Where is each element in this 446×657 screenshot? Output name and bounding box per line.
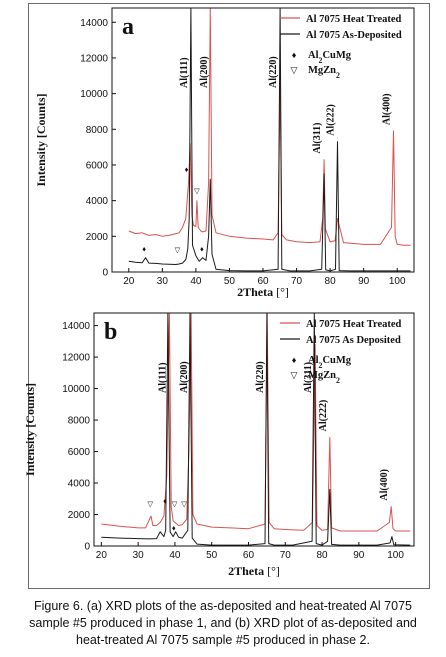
panel-b-series-heat-treated-line	[101, 313, 411, 532]
panel-a-y-tick-label: 8000	[86, 125, 109, 136]
panel-b-peak-label: Al(111)	[157, 362, 168, 393]
panel-a-x-tick-label: 80	[325, 276, 337, 287]
panel-b-x-axis-label: 2Theta [°]	[228, 564, 280, 578]
panel-b-phase-legend-symbol: ▽	[291, 370, 298, 380]
panel-b-legend-label: Al 7075 Heat Treated	[306, 319, 402, 330]
panel-b-y-tick-label: 14000	[62, 321, 90, 332]
panel-b-y-tick-label: 2000	[68, 510, 91, 521]
panel-a-x-tick-label: 40	[190, 276, 202, 287]
panel-a-x-tick-label: 20	[123, 276, 135, 287]
caption-line-1: Figure 6. (a) XRD plots of the as-deposi…	[33, 599, 412, 613]
panel-b-y-tick-label: 10000	[62, 384, 90, 395]
panel-b-phase-marker: ▽	[147, 500, 154, 509]
panel-a-peak-label: Al(222)	[325, 104, 336, 136]
panel-b-phase-legend-label: Al2CuMg	[308, 355, 352, 370]
panel-b-y-tick-label: 8000	[68, 416, 91, 427]
panel-b-x-tick-label: 20	[96, 550, 108, 561]
panel-a-y-tick-label: 4000	[86, 196, 109, 207]
panel-a-phase-legend-symbol: ▽	[291, 65, 298, 75]
panel-a-y-axis-label: Intensity [Counts]	[34, 93, 48, 186]
panel-a-peak-label: Al(220)	[268, 56, 279, 88]
panel-b-y-tick-label: 6000	[68, 447, 91, 458]
panel-b-x-tick-label: 90	[353, 550, 365, 561]
panel-a-phase-marker: ▽	[194, 187, 201, 196]
panel-a-y-tick-label: 14000	[80, 18, 108, 29]
figure-caption: Figure 6. (a) XRD plots of the as-deposi…	[0, 598, 446, 649]
panel-b-phase-marker: ▽	[181, 500, 188, 509]
panel-a-y-tick-label: 12000	[80, 53, 108, 64]
panel-a-peak-label: Al(111)	[179, 57, 190, 88]
panel-a-peak-label: Al(311)	[312, 123, 323, 154]
panel-a-phase-marker: ♦	[200, 244, 204, 253]
panel-b-phase-marker: ▽	[172, 500, 179, 509]
panel-a-peak-label: Al(400)	[382, 93, 393, 125]
panel-b-phase-legend-label: MgZn2	[308, 370, 340, 385]
panel-b-plot-area	[93, 312, 415, 547]
panel-b-y-tick-label: 4000	[68, 479, 91, 490]
panel-a-x-tick-label: 70	[291, 276, 303, 287]
panel-a-y-tick-label: 2000	[86, 232, 109, 243]
panel-a-phase-legend-symbol: ♦	[292, 50, 297, 60]
panel-a-legend-label: Al 7075 As-Deposited	[306, 30, 402, 41]
caption-line-3: heat-treated Al 7075 sample #5 produced …	[76, 633, 370, 647]
panel-b-x-tick-label: 30	[133, 550, 145, 561]
panel-b-x-tick-label: 80	[316, 550, 328, 561]
panel-a-series-heat-treated-line	[128, 8, 411, 246]
panel-a-plot-area	[111, 7, 415, 273]
panel-b-peak-label: Al(200)	[179, 361, 190, 393]
panel-b-peak-label: Al(400)	[379, 469, 390, 501]
panel-a-x-tick-label: 50	[224, 276, 236, 287]
panel-a-legend-label: Al 7075 Heat Treated	[306, 14, 402, 25]
panel-a-phase-marker: ▽	[175, 245, 182, 254]
panel-a-y-tick-label: 6000	[86, 160, 109, 171]
panel-a-y-tick-label: 0	[102, 268, 108, 279]
panel-b-panel-label: b	[104, 319, 117, 345]
panel-b-phase-legend-symbol: ♦	[292, 355, 297, 365]
panel-b-chart: 20 30 40 50 60 70 80 90 100 0 2000 4000 6000 8000 1000…	[23, 312, 415, 578]
panel-a-peak-label: Al(200)	[199, 56, 210, 88]
panel-a-phase-marker: ♦	[185, 165, 189, 174]
panel-b-x-tick-label: 40	[169, 550, 181, 561]
panel-a-x-tick-label: 30	[157, 276, 169, 287]
panel-a-y-tick-label: 10000	[80, 89, 108, 100]
xrd-figure: 20 30 40 50 60 70 80 90 100020004000600080001000…	[23, 7, 415, 578]
panel-b-series-as-deposited-line	[101, 313, 411, 546]
panel-a-chart: 20 30 40 50 60 70 80 90 100 0 2000 4000 6000 8000 1000…	[34, 7, 415, 299]
panel-a-phase-marker: ♦	[142, 244, 146, 253]
figure-frame	[28, 3, 430, 589]
panel-a-phase-legend-label: MgZn2	[308, 65, 340, 80]
panel-b-y-tick-label: 0	[84, 542, 90, 553]
panel-b-y-axis-label: Intensity [Counts]	[23, 383, 37, 476]
panel-b-legend-label: Al 7075 As Deposited	[306, 335, 401, 346]
panel-a-phase-legend-label: Al2CuMg	[308, 50, 352, 65]
panel-b-y-tick-label: 12000	[62, 353, 90, 364]
panel-a-series-as-deposited-line	[128, 8, 411, 272]
panel-b-peak-label: Al(311)	[303, 362, 314, 393]
panel-a-x-tick-label: 90	[358, 276, 370, 287]
panel-b-x-tick-label: 70	[280, 550, 292, 561]
panel-a-x-tick-label: 60	[257, 276, 269, 287]
panel-b-x-tick-label: 60	[243, 550, 255, 561]
panel-b-phase-marker: ♦	[163, 496, 167, 505]
panel-b-peak-label: Al(220)	[255, 361, 266, 393]
panel-b-x-tick-label: 50	[206, 550, 218, 561]
panel-a-x-axis-label: 2Theta [°]	[237, 285, 289, 299]
panel-b-phase-marker: ♦	[172, 523, 176, 532]
panel-a-x-tick-label: 100	[389, 276, 406, 287]
panel-a-panel-label: a	[122, 14, 134, 40]
panel-b-peak-label: Al(222)	[318, 400, 329, 432]
panel-b-x-tick-label: 100	[387, 550, 404, 561]
caption-line-2: sample #5 produced in phase 1, and (b) X…	[29, 616, 417, 630]
